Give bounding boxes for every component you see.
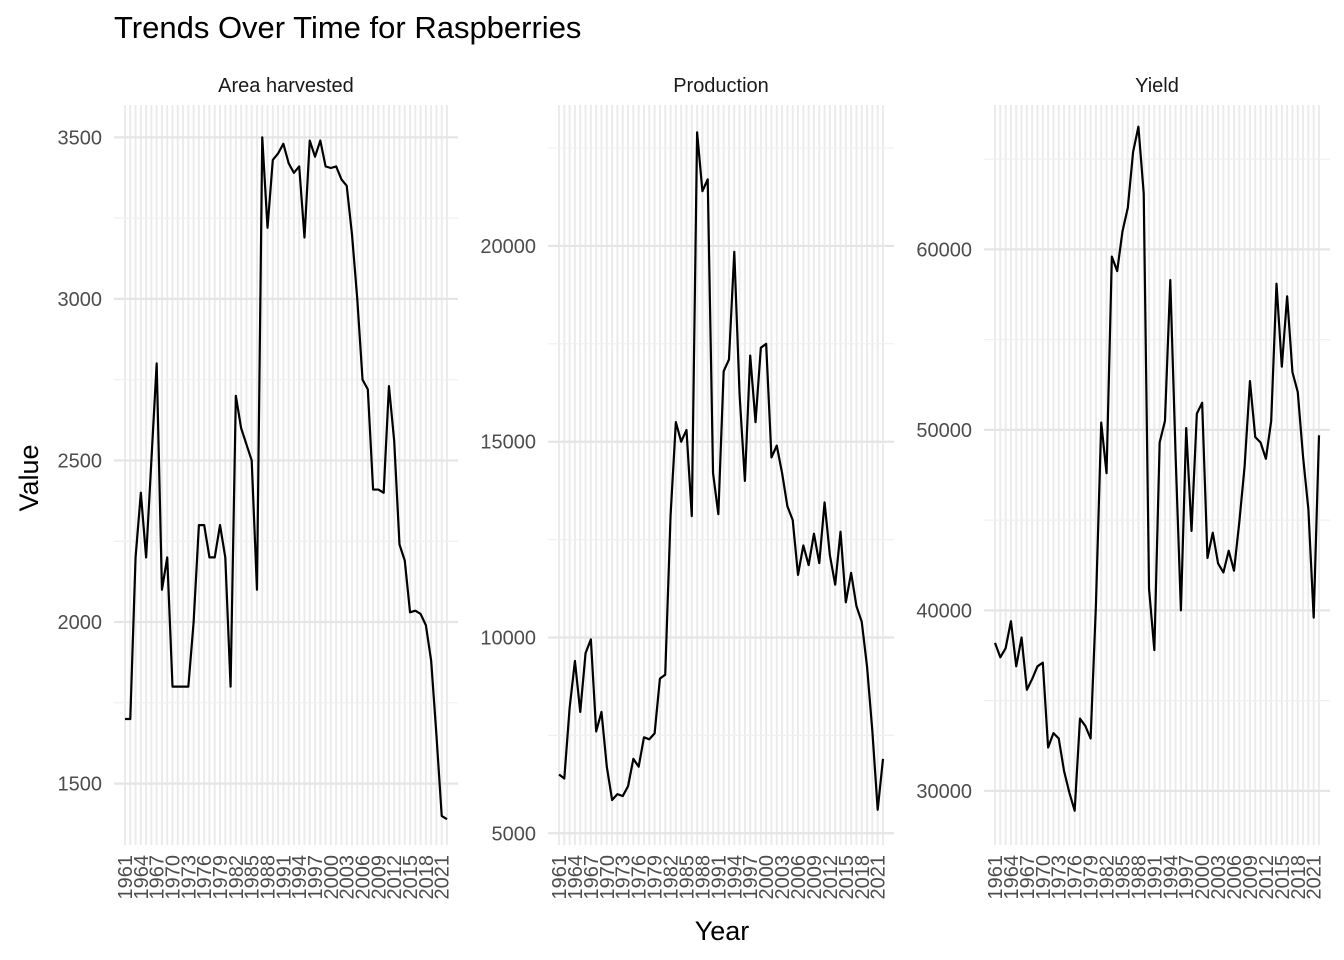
y-tick-label: 3500 [58, 127, 103, 149]
x-tick-label: 2021 [868, 855, 890, 900]
x-tick-label: 1979 [210, 855, 232, 900]
chart-title: Trends Over Time for Raspberries [114, 10, 581, 45]
y-tick-label: 2500 [58, 450, 103, 472]
y-tick-label: 30000 [916, 781, 972, 803]
x-tick-label: 1994 [724, 855, 746, 900]
x-tick-label: 2009 [804, 855, 826, 900]
y-tick-label: 20000 [480, 236, 536, 258]
x-tick-label: 1985 [676, 855, 698, 900]
facet-strip-label: Area harvested [218, 75, 354, 97]
x-tick-label: 1967 [581, 855, 603, 900]
facet-strip-label: Production [673, 75, 769, 97]
x-tick-label: 1976 [194, 855, 216, 900]
facet-panel-3: Yield30000400005000060000196119641967197… [916, 75, 1330, 900]
x-tick-label: 1985 [242, 855, 264, 900]
x-tick-label: 1997 [1176, 855, 1198, 900]
x-tick-label: 1976 [629, 855, 651, 900]
x-tick-label: 1961 [549, 855, 571, 900]
x-tick-label: 1964 [565, 855, 587, 900]
x-tick-label: 2006 [1224, 855, 1246, 900]
facet-panel-2: Production 5000 10000 15000 20000 19611964196… [480, 75, 894, 900]
x-tick-label: 1961 [115, 855, 137, 900]
x-tick-label: 1985 [1112, 855, 1134, 900]
x-tick-label: 1997 [305, 855, 327, 900]
facet-panels: Area harvested15002000250030003500196119… [58, 75, 1330, 900]
facet-strip-label: Yield [1135, 75, 1179, 97]
x-tick-label: 1964 [1001, 855, 1023, 900]
y-tick-label: 2000 [58, 612, 103, 634]
x-tick-label: 2018 [416, 855, 438, 900]
series-line [125, 136, 448, 821]
x-tick-label: 2006 [788, 855, 810, 900]
x-tick-label: 1973 [1049, 855, 1071, 900]
x-tick-label: 2003 [772, 855, 794, 900]
x-tick-label: 2018 [1288, 855, 1310, 900]
x-axis-label: Year [695, 916, 750, 946]
y-axis-label: Value [14, 444, 44, 511]
y-tick-label: 40000 [916, 600, 972, 622]
x-tick-label: 1988 [692, 855, 714, 900]
x-tick-label: 1979 [1081, 855, 1103, 900]
x-tick-label: 2015 [400, 855, 422, 900]
x-tick-label: 1997 [740, 855, 762, 900]
x-tick-label: 1964 [131, 855, 153, 900]
x-tick-label: 1967 [1017, 855, 1039, 900]
y-tick-label: 10000 [480, 627, 536, 649]
x-tick-label: 2012 [1256, 855, 1278, 900]
x-tick-label: 2000 [321, 855, 343, 900]
x-tick-label: 1970 [597, 855, 619, 900]
x-tick-label: 2003 [1208, 855, 1230, 900]
x-tick-label: 1994 [1160, 855, 1182, 900]
series-line [993, 125, 1321, 812]
x-tick-label: 1973 [178, 855, 200, 900]
y-tick-label: 3000 [58, 289, 103, 311]
x-tick-label: 2015 [1272, 855, 1294, 900]
x-tick-label: 1988 [258, 855, 280, 900]
x-tick-label: 1973 [613, 855, 635, 900]
x-tick-label: 2012 [384, 855, 406, 900]
x-tick-label: 1982 [661, 855, 683, 900]
facet-panel-1: Area harvested15002000250030003500196119… [58, 75, 458, 900]
x-tick-label: 2018 [852, 855, 874, 900]
series-line [558, 131, 885, 811]
x-tick-label: 1976 [1065, 855, 1087, 900]
x-tick-label: 2021 [1304, 855, 1326, 900]
y-tick-label: 15000 [480, 432, 536, 454]
y-tick-label: 1500 [58, 774, 103, 796]
x-tick-label: 1982 [1097, 855, 1119, 900]
x-tick-label: 1970 [1033, 855, 1055, 900]
x-tick-label: 2000 [756, 855, 778, 900]
y-tick-label: 50000 [916, 420, 972, 442]
x-tick-label: 2000 [1192, 855, 1214, 900]
x-tick-label: 1994 [289, 855, 311, 900]
x-tick-label: 2012 [820, 855, 842, 900]
x-tick-label: 2009 [1240, 855, 1262, 900]
x-tick-label: 1979 [645, 855, 667, 900]
x-tick-label: 2021 [432, 855, 454, 900]
x-tick-label: 2003 [337, 855, 359, 900]
x-tick-label: 2006 [353, 855, 375, 900]
x-tick-label: 1970 [163, 855, 185, 900]
x-tick-label: 1991 [708, 855, 730, 900]
y-tick-label: 60000 [916, 239, 972, 261]
x-tick-label: 2009 [368, 855, 390, 900]
x-tick-label: 1991 [273, 855, 295, 900]
x-tick-label: 1988 [1128, 855, 1150, 900]
y-tick-label: 5000 [492, 823, 537, 845]
x-tick-label: 1982 [226, 855, 248, 900]
x-tick-label: 1991 [1144, 855, 1166, 900]
x-tick-label: 1961 [985, 855, 1007, 900]
x-tick-label: 2015 [836, 855, 858, 900]
x-tick-label: 1967 [147, 855, 169, 900]
